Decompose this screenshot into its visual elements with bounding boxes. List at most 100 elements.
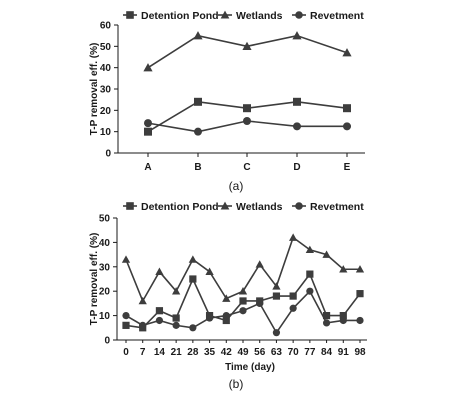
panel-b-series-point-triangle	[272, 282, 281, 290]
panel-b-x-tick-label: 70	[288, 347, 300, 358]
panel-b-series-point-triangle	[305, 245, 314, 254]
panel-b-series-point-circle	[289, 304, 297, 312]
panel-b-series-point-square	[322, 312, 331, 320]
panel-a-series-point-circle	[293, 122, 301, 131]
panel-b-series-point-triangle	[355, 265, 365, 273]
panel-b-legend-marker-circle	[295, 202, 303, 210]
panel-b-series-point-circle	[122, 312, 130, 320]
panel-b-series-point-circle	[205, 314, 214, 322]
panel-a-legend-marker-square	[126, 11, 134, 19]
panel-b-x-tick-label: 14	[154, 347, 166, 358]
panel-b-series-point-circle	[322, 319, 331, 327]
panel-a-y-tick-label: 30	[100, 85, 112, 96]
panel-a-series-point-square	[243, 104, 251, 113]
panel-b-series-point-triangle	[322, 250, 331, 258]
panel-b-label: (b)	[229, 377, 244, 391]
panel-a-y-tick-label: 40	[100, 63, 112, 74]
panel-a-series-point-triangle	[193, 31, 203, 40]
panel-a-legend-marker-circle	[295, 11, 303, 19]
panel-a-x-tick-label: B	[194, 162, 201, 173]
panel-b-series-point-triangle	[121, 255, 131, 263]
panel-b-series-point-triangle	[222, 294, 231, 302]
panel-b-x-tick-label: 0	[123, 347, 129, 358]
panel-a-series-point-square	[293, 97, 301, 106]
panel-b-series-point-circle	[172, 321, 180, 329]
panel-b-y-tick-label: 30	[99, 262, 111, 273]
panel-b-x-tick-label: 56	[254, 347, 266, 358]
panel-a-y-tick-label: 0	[105, 149, 111, 160]
panel-a-series-point-triangle	[292, 31, 302, 40]
panel-a-series-point-circle	[194, 127, 202, 136]
panel-b-series-point-circle	[222, 312, 230, 320]
panel-b-x-tick-label: 77	[304, 347, 316, 358]
panel-b-series-point-circle	[256, 299, 264, 307]
panel-b-series-point-triangle	[155, 267, 164, 275]
panel-b-series-point-triangle	[255, 260, 264, 268]
panel-b-series-point-circle	[306, 287, 314, 295]
panel-b-y-tick-label: 0	[104, 336, 110, 347]
panel-a-series-point-triangle	[143, 63, 153, 72]
panel-a-y-tick-label: 10	[100, 127, 112, 138]
panel-b-legend-label: Wetlands	[236, 201, 283, 213]
panel-b-x-tick-label: 91	[338, 347, 350, 358]
panel-b-x-tick-label: 98	[354, 347, 366, 358]
panel-b-series-point-square	[189, 275, 197, 283]
panel-b-series-point-square	[155, 307, 164, 315]
panel-b-series-point-triangle	[172, 287, 181, 295]
panel-b-series-point-triangle	[289, 233, 298, 241]
panel-b-legend-marker-square	[126, 202, 134, 210]
panel-b-series-point-circle	[339, 316, 347, 325]
panel-b-series-point-triangle	[188, 255, 197, 263]
panel-a-x-tick-label: E	[344, 162, 351, 173]
panel-b-series-point-circle	[239, 307, 247, 315]
panel-b-series-point-square	[122, 321, 130, 329]
panel-b-series-point-circle	[356, 316, 364, 325]
panel-b-x-tick-label: 35	[204, 347, 216, 358]
panel-b-legend-label: Revetment	[310, 201, 364, 213]
panel-a-y-axis-title: T-P removal eff. (%)	[89, 43, 100, 136]
panel-a-series-line-triangle	[147, 34, 348, 69]
panel-b-x-tick-label: 84	[321, 347, 333, 358]
panel-b-series-point-square	[289, 292, 297, 300]
panel-a-series-point-circle	[343, 122, 351, 131]
panel-a-x-tick-label: C	[243, 162, 250, 173]
panel-b-series-point-square	[306, 270, 314, 278]
panel-a-series-point-triangle	[242, 41, 252, 51]
panel-b-x-tick-label: 21	[171, 347, 183, 358]
panel-b-series-point-triangle	[138, 296, 147, 305]
panel-b-series-point-triangle	[238, 287, 248, 295]
panel-b-y-tick-label: 50	[99, 214, 111, 225]
panel-b-series-point-square	[272, 292, 281, 300]
panel-b-series-point-circle	[139, 321, 147, 329]
panel-a-series-point-square	[343, 104, 351, 113]
panel-a-y-tick-label: 20	[100, 106, 112, 117]
panel-b-x-tick-label: 28	[187, 347, 199, 358]
panel-b-x-tick-label: 49	[237, 347, 249, 358]
panel-b-series-point-circle	[155, 316, 164, 325]
panel-b-series-point-square	[356, 290, 364, 298]
panel-b-legend-marker-triangle	[220, 201, 230, 210]
panel-a-x-tick-label: D	[293, 162, 300, 173]
panel-a-y-tick-label: 50	[100, 42, 112, 53]
panel-b-x-tick-label: 63	[271, 347, 283, 358]
panel-a-legend-marker-triangle	[220, 10, 230, 19]
panel-a-legend-label: Revetment	[310, 10, 364, 22]
panel-b-x-axis-title: Time (day)	[225, 362, 275, 373]
panel-b-series-point-triangle	[339, 265, 348, 273]
panel-b-y-axis-title: T-P removal eff. (%)	[89, 233, 100, 326]
panel-b-series-point-square	[239, 297, 247, 305]
panel-a-series-point-circle	[243, 117, 251, 125]
panel-b-x-tick-label: 42	[221, 347, 233, 358]
panel-a-series-point-circle	[144, 119, 152, 128]
panel-a-series-point-square	[194, 97, 202, 106]
panel-a-series-point-square	[144, 127, 152, 136]
panel-b-series-point-circle	[189, 324, 197, 332]
panel-a-legend-label: Detention Pond	[141, 10, 219, 22]
panel-b-series-point-square	[172, 314, 180, 322]
panel-b-y-tick-label: 10	[99, 311, 111, 322]
panel-b-y-tick-label: 20	[99, 287, 111, 298]
panel-b-series-point-square	[222, 316, 230, 325]
panel-a-x-tick-label: A	[144, 162, 151, 173]
panel-b-series-point-circle	[272, 329, 281, 337]
